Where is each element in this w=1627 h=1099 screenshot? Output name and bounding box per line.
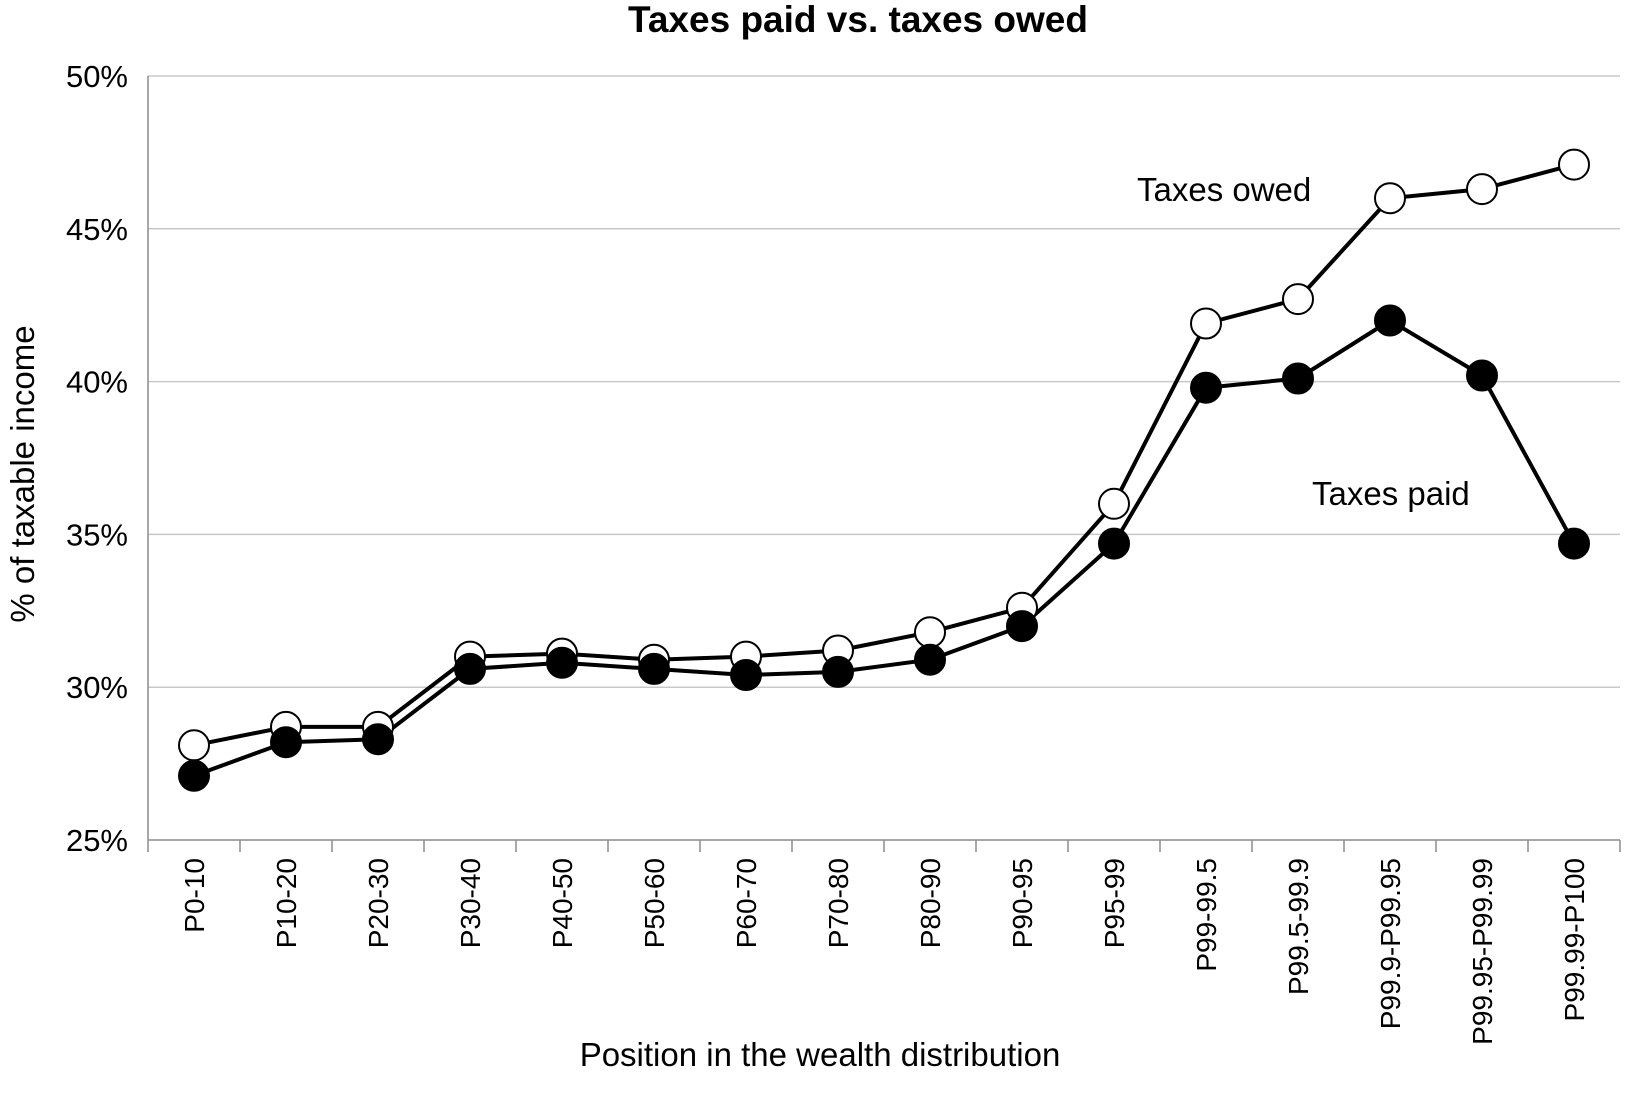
y-tick-label: 35%	[66, 517, 128, 552]
x-tick-label: P20-30	[363, 858, 394, 948]
annotation-taxes-paid: Taxes paid	[1312, 475, 1470, 512]
data-point-taxes-paid	[178, 759, 210, 792]
series-line-taxes-owed	[193, 162, 1575, 748]
x-tick-label: P99.99-P100	[1559, 858, 1590, 1021]
grid-lines	[148, 75, 1620, 688]
data-point-taxes-paid	[730, 659, 762, 691]
x-tick-label: P99.9-P99.95	[1375, 858, 1406, 1029]
x-tick-label: P40-50	[547, 858, 578, 948]
data-point-taxes-paid	[1466, 359, 1498, 392]
data-point-taxes-paid	[1282, 362, 1314, 395]
data-point-taxes-paid	[914, 643, 946, 676]
y-axis-label: % of taxable income	[4, 325, 41, 622]
data-point-taxes-paid	[1374, 304, 1406, 337]
data-point-taxes-owed	[1190, 307, 1222, 340]
x-tick-label: P50-60	[639, 858, 670, 948]
data-point-taxes-paid	[546, 646, 578, 679]
data-point-taxes-owed	[1466, 173, 1498, 206]
x-tick-labels: P0-10 P10-20 P20-30 P30-40 P40-50 P50-60 P60-7…	[179, 858, 1590, 1045]
x-tick-label: P99-99.5	[1191, 858, 1222, 972]
x-tick-label: P60-70	[731, 858, 762, 948]
y-tick-label: 30%	[66, 670, 128, 705]
series-line-taxes-paid	[193, 318, 1576, 778]
data-point-taxes-paid	[1190, 371, 1222, 404]
data-point-taxes-owed	[1558, 148, 1590, 181]
axes	[147, 76, 1621, 852]
y-tick-label: 40%	[66, 365, 128, 400]
x-tick-label: P70-80	[823, 858, 854, 948]
data-point-taxes-paid	[822, 655, 854, 688]
data-point-taxes-owed	[1098, 487, 1130, 520]
annotation-taxes-owed: Taxes owed	[1137, 171, 1311, 208]
x-tick-label: P99.5-99.9	[1283, 858, 1314, 995]
x-tick-label: P10-20	[271, 858, 302, 948]
data-point-taxes-paid	[638, 652, 670, 685]
data-point-taxes-owed	[914, 616, 946, 649]
y-tick-labels: 25% 30% 35% 40% 45% 50%	[66, 59, 128, 858]
x-tick-label: P0-10	[179, 858, 210, 933]
x-tick-label: P30-40	[455, 858, 486, 948]
data-point-taxes-owed	[1282, 283, 1314, 316]
x-tick-label: P90-95	[1007, 858, 1038, 948]
data-point-taxes-paid	[454, 652, 486, 685]
data-point-taxes-paid	[1006, 610, 1038, 643]
y-tick-label: 25%	[66, 823, 128, 858]
data-point-taxes-paid	[362, 723, 394, 756]
data-point-taxes-paid	[1558, 527, 1590, 560]
data-point-taxes-paid	[1098, 527, 1130, 560]
x-axis-label: Position in the wealth distribution	[580, 1036, 1061, 1073]
y-tick-label: 50%	[66, 59, 128, 94]
x-tick-label: P99.95-P99.99	[1467, 858, 1498, 1045]
chart-title: Taxes paid vs. taxes owed	[628, 0, 1088, 40]
series-group	[178, 148, 1590, 792]
x-tick-label: P80-90	[915, 858, 946, 948]
x-tick-label: P95-99	[1099, 858, 1130, 948]
data-point-taxes-owed	[178, 729, 210, 762]
data-point-taxes-paid	[270, 726, 302, 759]
y-tick-label: 45%	[66, 212, 128, 247]
data-point-taxes-owed	[1374, 182, 1406, 215]
